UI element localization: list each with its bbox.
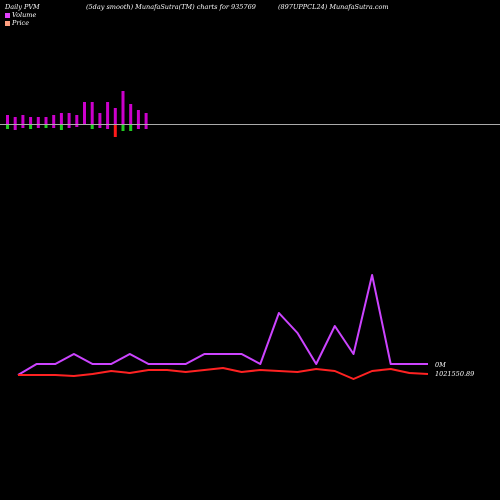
volume-bar-up-13 <box>106 102 110 124</box>
volume-bar-down-4 <box>36 125 40 128</box>
volume-bar-up-10 <box>83 102 86 124</box>
volume-bar-down-12 <box>98 125 102 128</box>
volume-bar-up-18 <box>144 113 148 124</box>
volume-bar-down-2 <box>21 125 25 128</box>
instrument-title: (897UPPCL24) MunafaSutra.com <box>278 3 389 11</box>
volume-bar-down-6 <box>52 125 56 128</box>
legend-item-price: Price <box>5 19 29 27</box>
volume-bar-up-0 <box>6 115 9 124</box>
volume-bar-down-11 <box>90 125 94 129</box>
volume-bar-down-16 <box>129 125 133 131</box>
volume-bar-up-8 <box>67 113 71 124</box>
volume-bar-up-5 <box>44 117 48 124</box>
volume-bar-up-12 <box>98 113 102 124</box>
legend-label-volume: Volume <box>12 11 37 19</box>
volume-bar-up-16 <box>129 104 133 124</box>
volume-bar-down-13 <box>106 125 110 129</box>
chart-source-title: (5day smooth) MunafaSutra(TM) charts for… <box>86 3 256 11</box>
chart-type-label: Daily PVM <box>5 3 40 11</box>
volume-bar-up-4 <box>36 117 40 124</box>
volume-bar-up-6 <box>52 115 56 124</box>
price-line <box>18 367 429 380</box>
volume-bar-up-3 <box>29 117 33 124</box>
volume-bar-down-7 <box>59 125 63 130</box>
volume-bar-down-0 <box>6 125 9 129</box>
price-last-readout: 1021550.89 <box>435 370 475 378</box>
price-swatch <box>5 20 10 26</box>
volume-bar-down-17 <box>136 125 140 129</box>
volume-bar-up-2 <box>21 115 25 124</box>
volume-bar-up-1 <box>13 117 17 124</box>
volume-bar-down-18 <box>144 125 148 129</box>
volume-bar-up-14 <box>113 108 117 124</box>
volume-last-readout: 0M <box>435 361 446 369</box>
volume-bar-down-14 <box>113 125 117 137</box>
volume-bar-up-7 <box>59 113 63 124</box>
volume-bar-down-8 <box>67 125 71 128</box>
legend-item-volume: Volume <box>5 11 36 19</box>
volume-line <box>17 274 428 376</box>
volume-bar-up-15 <box>121 91 125 124</box>
volume-bar-down-3 <box>29 125 33 129</box>
volume-bars <box>6 91 148 137</box>
volume-bar-down-1 <box>13 125 17 130</box>
volume-swatch <box>5 12 10 18</box>
volume-bar-up-9 <box>75 115 79 124</box>
legend-label-price: Price <box>12 19 30 27</box>
volume-bar-up-11 <box>90 102 94 124</box>
pvm-lines <box>17 274 429 380</box>
volume-bar-down-15 <box>121 125 125 131</box>
volume-bar-down-9 <box>75 125 79 127</box>
volume-bar-down-5 <box>44 125 48 128</box>
volume-bar-up-17 <box>136 110 140 124</box>
